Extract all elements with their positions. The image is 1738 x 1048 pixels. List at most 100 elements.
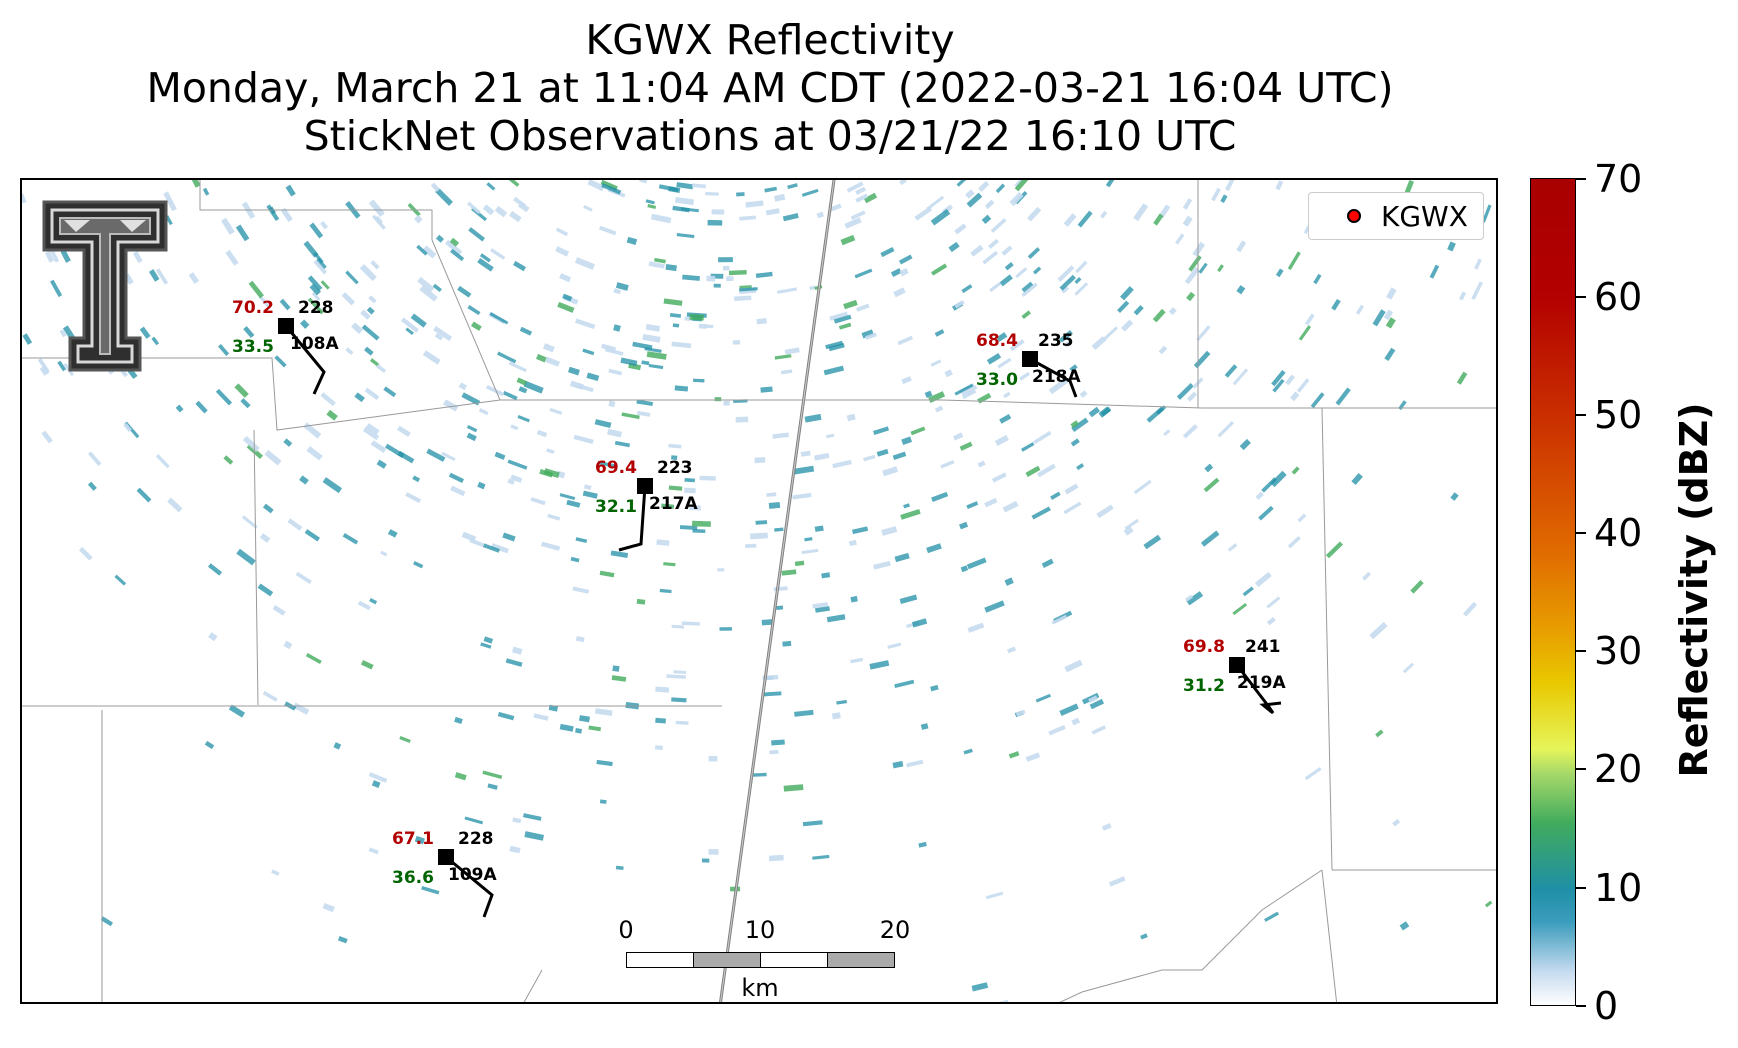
reflectivity-echo bbox=[735, 416, 749, 423]
reflectivity-echo bbox=[792, 492, 812, 500]
reflectivity-echo bbox=[930, 359, 942, 367]
station-219A[interactable]: 69.8 241 31.2 219A bbox=[1137, 565, 1437, 765]
reflectivity-echo bbox=[487, 783, 498, 790]
reflectivity-echo bbox=[1048, 725, 1066, 736]
reflectivity-echo bbox=[894, 679, 915, 688]
reflectivity-echo bbox=[578, 715, 591, 723]
reflectivity-echo bbox=[533, 713, 549, 721]
reflectivity-echo bbox=[207, 563, 223, 576]
reflectivity-echo bbox=[899, 594, 918, 604]
reflectivity-echo bbox=[559, 723, 574, 732]
reflectivity-echo bbox=[387, 529, 398, 538]
reflectivity-echo bbox=[978, 180, 990, 193]
reflectivity-echo bbox=[655, 686, 670, 693]
reflectivity-echo bbox=[517, 414, 530, 423]
reflectivity-echo bbox=[801, 548, 819, 555]
station-218A[interactable]: 68.4 235 33.0 218A bbox=[930, 259, 1230, 459]
reflectivity-echo bbox=[856, 303, 870, 312]
reflectivity-echo bbox=[1048, 377, 1069, 395]
reflectivity-echo bbox=[497, 351, 517, 364]
reflectivity-echo bbox=[1014, 180, 1023, 188]
colorbar-tick bbox=[1576, 178, 1586, 180]
reflectivity-echo bbox=[457, 285, 472, 298]
reflectivity-echo bbox=[804, 413, 822, 423]
reflectivity-echo bbox=[708, 849, 719, 855]
station-108A[interactable]: 70.2 228 33.5 108A bbox=[186, 226, 486, 426]
reflectivity-echo bbox=[587, 180, 605, 192]
reflectivity-echo bbox=[274, 355, 287, 368]
reflectivity-echo bbox=[383, 386, 397, 398]
reflectivity-echo bbox=[337, 936, 348, 944]
reflectivity-echo bbox=[279, 298, 291, 311]
reflectivity-echo bbox=[613, 324, 621, 332]
radar-map[interactable] bbox=[20, 178, 1498, 1004]
colorbar-tick-label: 50 bbox=[1594, 393, 1643, 437]
reflectivity-echo bbox=[836, 699, 847, 705]
reflectivity-echo bbox=[1143, 534, 1162, 550]
reflectivity-echo bbox=[405, 492, 422, 504]
reflectivity-echo bbox=[1225, 180, 1237, 192]
reflectivity-echo bbox=[673, 670, 687, 674]
reflectivity-echo bbox=[449, 237, 460, 247]
reflectivity-echo bbox=[999, 999, 1009, 1002]
reflectivity-echo bbox=[1458, 291, 1467, 301]
reflectivity-echo bbox=[536, 353, 547, 363]
reflectivity-echo bbox=[766, 492, 777, 497]
reflectivity-echo bbox=[236, 548, 256, 566]
station-109A[interactable]: 67.1 228 36.6 109A bbox=[346, 757, 646, 957]
reflectivity-echo bbox=[900, 508, 921, 520]
reflectivity-echo bbox=[1287, 251, 1301, 270]
reflectivity-echo bbox=[783, 784, 804, 792]
reflectivity-echo bbox=[838, 322, 852, 330]
reflectivity-echo bbox=[1050, 491, 1061, 500]
reflectivity-echo bbox=[562, 293, 573, 302]
reflectivity-echo bbox=[1384, 347, 1396, 362]
colorbar-tick bbox=[1576, 887, 1586, 889]
reflectivity-echo bbox=[689, 505, 701, 511]
reflectivity-echo bbox=[997, 357, 1012, 369]
reflectivity-echo bbox=[844, 217, 862, 229]
reflectivity-echo bbox=[1108, 876, 1126, 887]
county-line bbox=[523, 969, 543, 1002]
reflectivity-echo bbox=[1158, 345, 1168, 355]
reflectivity-echo bbox=[479, 253, 491, 263]
reflectivity-echo bbox=[999, 274, 1013, 287]
texas-tech-logo-icon bbox=[42, 200, 168, 372]
reflectivity-echo bbox=[676, 232, 695, 239]
reflectivity-echo bbox=[636, 410, 651, 417]
reflectivity-echo bbox=[926, 195, 945, 211]
reflectivity-echo bbox=[235, 224, 250, 242]
reflectivity-echo bbox=[821, 572, 831, 579]
reflectivity-echo bbox=[509, 845, 521, 854]
reflectivity-echo bbox=[692, 529, 706, 533]
reflectivity-echo bbox=[944, 369, 953, 378]
station-217A[interactable]: 69.4 223 32.1 217A bbox=[545, 386, 845, 586]
reflectivity-echo bbox=[704, 324, 714, 329]
reflectivity-echo bbox=[264, 449, 282, 466]
reflectivity-echo bbox=[1404, 180, 1414, 196]
reflectivity-echo bbox=[258, 295, 272, 310]
reflectivity-echo bbox=[139, 326, 151, 339]
reflectivity-echo bbox=[1002, 500, 1019, 513]
reflectivity-echo bbox=[345, 347, 354, 356]
reflectivity-echo bbox=[1133, 479, 1152, 495]
reflectivity-echo bbox=[1471, 281, 1483, 300]
reflectivity-echo bbox=[601, 183, 622, 195]
reflectivity-echo bbox=[809, 285, 817, 291]
station-id: 219A bbox=[1237, 673, 1286, 693]
reflectivity-echo bbox=[248, 280, 264, 299]
reflectivity-echo bbox=[422, 350, 441, 365]
reflectivity-echo bbox=[726, 276, 734, 282]
reflectivity-echo bbox=[272, 604, 286, 616]
county-line bbox=[1321, 407, 1333, 871]
reflectivity-echo bbox=[984, 497, 998, 508]
reflectivity-echo bbox=[713, 283, 721, 288]
reflectivity-echo bbox=[832, 459, 852, 469]
reflectivity-echo bbox=[648, 363, 664, 370]
reflectivity-echo bbox=[1051, 614, 1068, 625]
reflectivity-echo bbox=[320, 280, 330, 290]
reflectivity-echo bbox=[1385, 317, 1396, 329]
reflectivity-echo bbox=[948, 241, 960, 253]
wind-barb-icon bbox=[445, 855, 494, 918]
reflectivity-echo bbox=[57, 360, 67, 372]
